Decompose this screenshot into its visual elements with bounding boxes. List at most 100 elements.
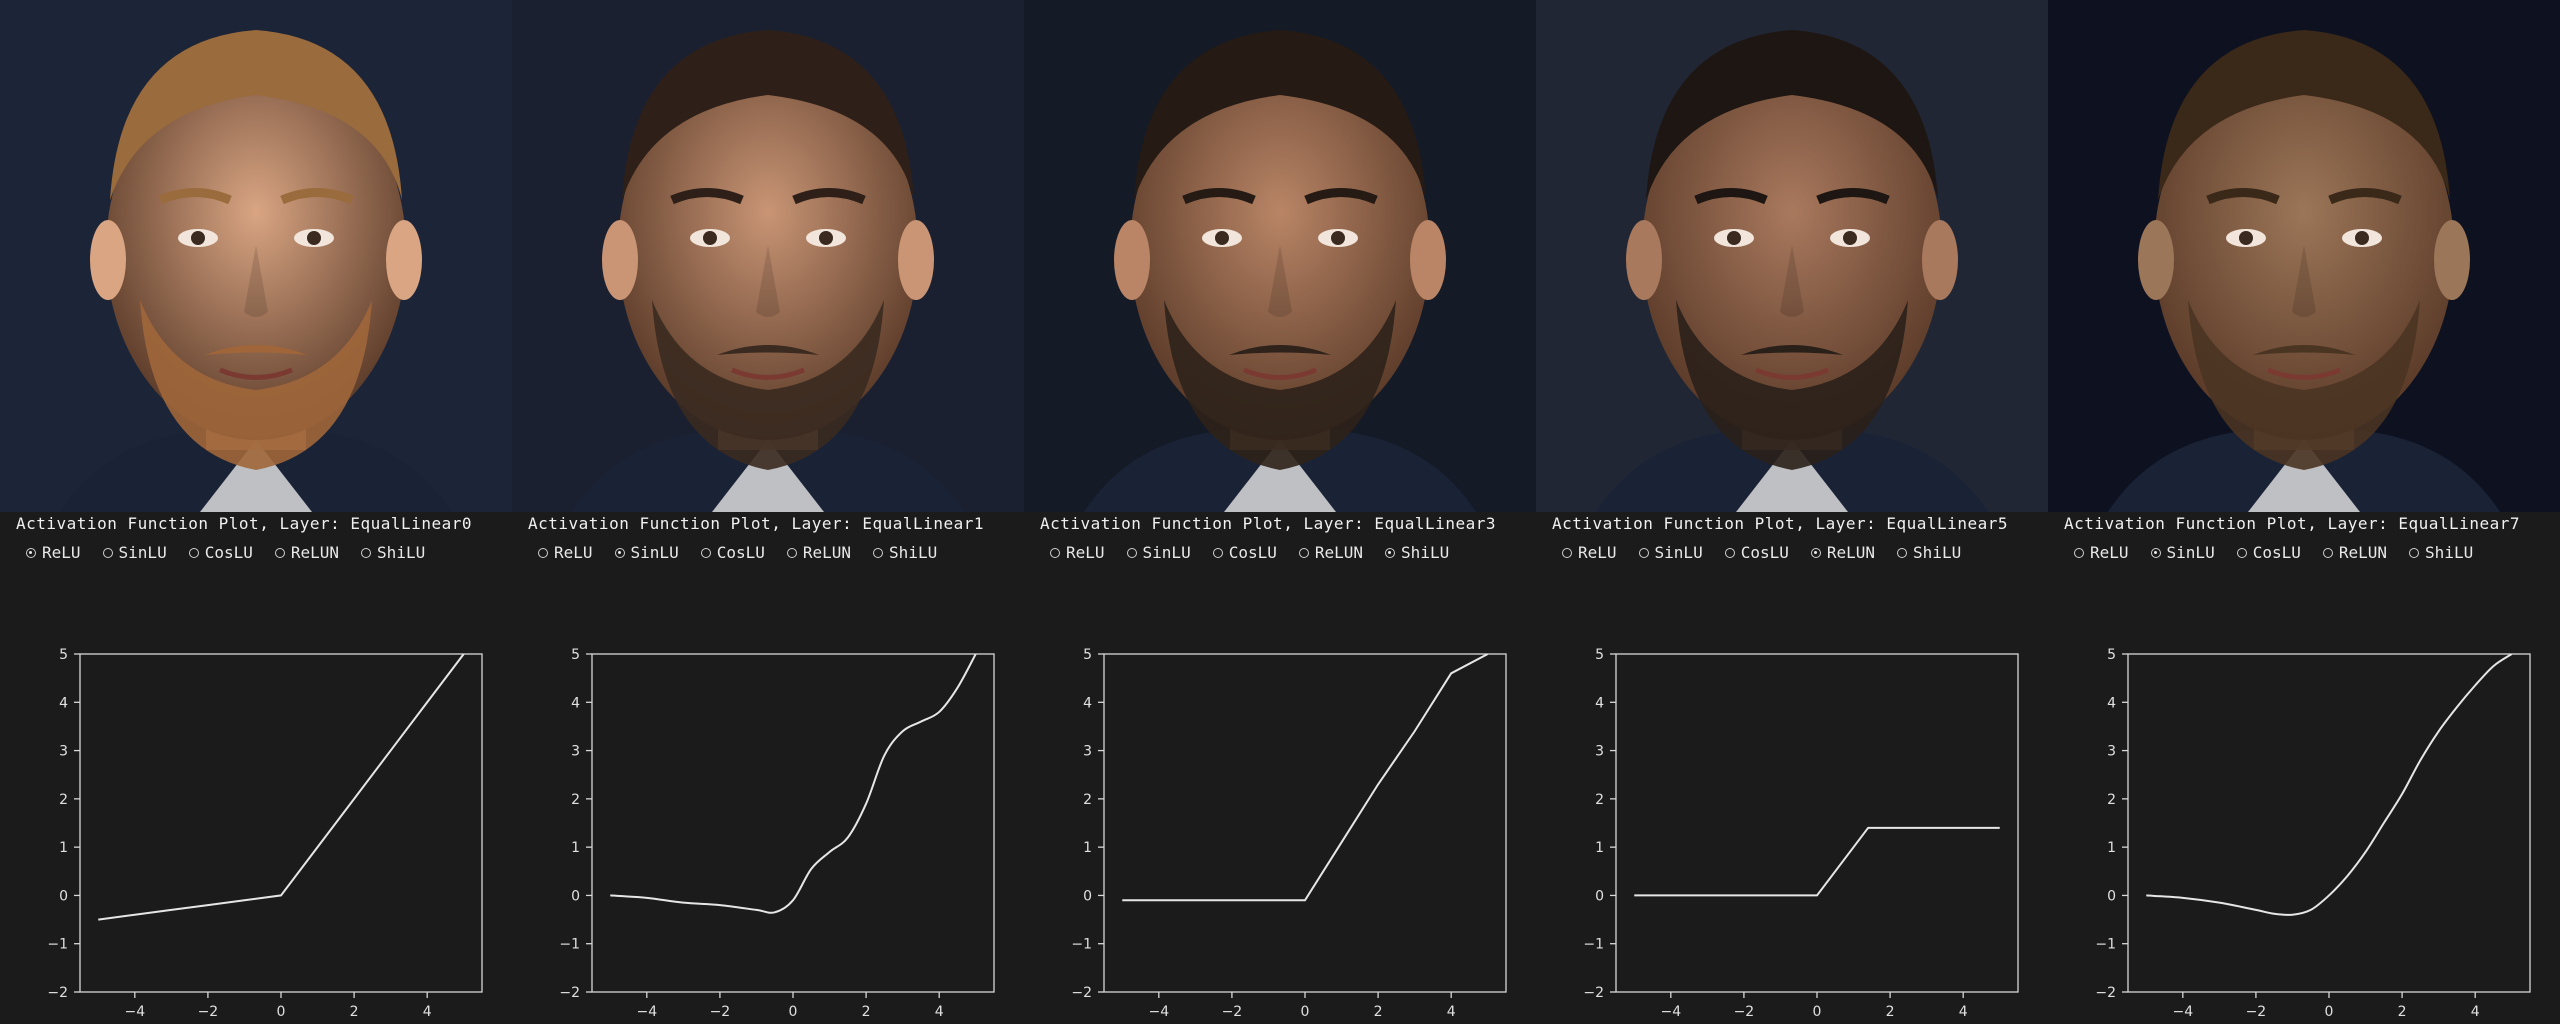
plot-title: Activation Function Plot, Layer: EqualLi… — [16, 514, 472, 533]
radio-button-icon[interactable] — [538, 547, 548, 558]
activation-plot: −4 −2 0 2 4 −2 −1 0 1 2 3 4 5 — [47, 647, 483, 1020]
radio-button-icon[interactable] — [26, 547, 36, 558]
radio-coslu[interactable]: CosLU — [1212, 543, 1277, 562]
x-tick-label: −4 — [1660, 1004, 1681, 1020]
radio-label: SinLU — [2166, 543, 2215, 562]
radio-label: ShiLU — [1401, 543, 1450, 562]
y-tick-label: 2 — [571, 792, 580, 808]
y-tick-label: −1 — [1071, 937, 1092, 953]
x-tick-label: 2 — [862, 1004, 871, 1020]
activation-radio-group: ReLU SinLU CosLU ReLUN ShiLU — [1050, 543, 1471, 562]
activation-radio-group: ReLU SinLU CosLU ReLUN ShiLU — [538, 543, 959, 562]
radio-relun[interactable]: ReLUN — [274, 543, 339, 562]
layer-panel-3: Activation Function Plot, Layer: EqualLi… — [1536, 0, 2048, 1024]
radio-relun[interactable]: ReLUN — [786, 543, 851, 562]
radio-button-icon[interactable] — [1724, 547, 1735, 558]
radio-label: ShiLU — [1913, 543, 1962, 562]
radio-button-icon[interactable] — [2322, 547, 2333, 558]
radio-label: ReLU — [42, 543, 81, 562]
radio-button-icon[interactable] — [361, 547, 372, 558]
radio-button-icon[interactable] — [188, 547, 199, 558]
activation-curve — [610, 654, 977, 914]
y-tick-label: −2 — [1583, 985, 1604, 1001]
radio-label: CosLU — [716, 543, 765, 562]
x-tick-label: 0 — [1813, 1004, 1822, 1020]
radio-shilu[interactable]: ShiLU — [1385, 543, 1449, 562]
plot-title: Activation Function Plot, Layer: EqualLi… — [1552, 514, 2008, 533]
radio-label: CosLU — [204, 543, 253, 562]
radio-button-icon[interactable] — [1298, 547, 1309, 558]
radio-button-icon[interactable] — [2150, 547, 2161, 558]
radio-coslu[interactable]: CosLU — [700, 543, 765, 562]
generated-face-image — [1024, 0, 1536, 512]
radio-sinlu[interactable]: SinLU — [614, 543, 679, 562]
radio-relu[interactable]: ReLU — [2074, 543, 2129, 562]
plot-frame — [2127, 653, 2531, 993]
radio-sinlu[interactable]: SinLU — [2150, 543, 2215, 562]
radio-coslu[interactable]: CosLU — [1724, 543, 1789, 562]
radio-button-icon[interactable] — [1562, 547, 1572, 558]
y-tick-label: 5 — [1595, 647, 1604, 663]
radio-shilu[interactable]: ShiLU — [2409, 543, 2473, 562]
radio-coslu[interactable]: CosLU — [188, 543, 253, 562]
x-tick-label: 4 — [1447, 1004, 1456, 1020]
radio-relu[interactable]: ReLU — [1050, 543, 1105, 562]
radio-button-icon[interactable] — [873, 547, 884, 558]
radio-button-icon[interactable] — [1897, 547, 1908, 558]
radio-shilu[interactable]: ShiLU — [873, 543, 937, 562]
activation-plot: −4 −2 0 2 4 −2 −1 0 1 2 3 4 5 — [559, 647, 995, 1020]
radio-button-icon[interactable] — [614, 547, 625, 558]
generated-face-image — [0, 0, 512, 512]
y-tick-label: 5 — [2107, 647, 2116, 663]
radio-label: SinLU — [118, 543, 167, 562]
radio-button-icon[interactable] — [2074, 547, 2084, 558]
x-tick-label: −4 — [2172, 1004, 2193, 1020]
radio-button-icon[interactable] — [2236, 547, 2247, 558]
radio-relu[interactable]: ReLU — [538, 543, 593, 562]
y-tick-label: −2 — [1071, 985, 1092, 1001]
radio-label: ShiLU — [2425, 543, 2474, 562]
radio-relun[interactable]: ReLUN — [1810, 543, 1875, 562]
radio-coslu[interactable]: CosLU — [2236, 543, 2301, 562]
plot-title: Activation Function Plot, Layer: EqualLi… — [2064, 514, 2520, 533]
radio-button-icon[interactable] — [1212, 547, 1223, 558]
radio-button-icon[interactable] — [274, 547, 285, 558]
radio-relu[interactable]: ReLU — [26, 543, 81, 562]
radio-button-icon[interactable] — [786, 547, 797, 558]
x-tick-label: 0 — [2325, 1004, 2334, 1020]
activation-plot: −4 −2 0 2 4 −2 −1 0 1 2 3 4 5 — [1583, 647, 2019, 1020]
plot-title: Activation Function Plot, Layer: EqualLi… — [1040, 514, 1496, 533]
radio-sinlu[interactable]: SinLU — [1126, 543, 1191, 562]
radio-shilu[interactable]: ShiLU — [361, 543, 425, 562]
activation-radio-group: ReLU SinLU CosLU ReLUN ShiLU — [26, 543, 447, 562]
radio-sinlu[interactable]: SinLU — [102, 543, 167, 562]
radio-button-icon[interactable] — [700, 547, 711, 558]
face-portrait — [1024, 0, 1536, 512]
layer-panel-2: Activation Function Plot, Layer: EqualLi… — [1024, 0, 1536, 1024]
radio-sinlu[interactable]: SinLU — [1638, 543, 1703, 562]
activation-plot: −4 −2 0 2 4 −2 −1 0 1 2 3 4 5 — [1071, 647, 1507, 1020]
radio-button-icon[interactable] — [2409, 547, 2420, 558]
radio-button-icon[interactable] — [1126, 547, 1137, 558]
y-tick-label: 5 — [571, 647, 580, 663]
y-tick-label: 2 — [1083, 792, 1092, 808]
activation-radio-group: ReLU SinLU CosLU ReLUN ShiLU — [2074, 543, 2495, 562]
radio-label: CosLU — [2252, 543, 2301, 562]
radio-shilu[interactable]: ShiLU — [1897, 543, 1961, 562]
x-tick-label: −4 — [636, 1004, 657, 1020]
radio-button-icon[interactable] — [102, 547, 113, 558]
radio-button-icon[interactable] — [1638, 547, 1649, 558]
y-tick-label: −1 — [559, 937, 580, 953]
radio-button-icon[interactable] — [1050, 547, 1060, 558]
radio-relu[interactable]: ReLU — [1562, 543, 1617, 562]
y-tick-label: 4 — [571, 695, 580, 711]
radio-relun[interactable]: ReLUN — [1298, 543, 1363, 562]
radio-button-icon[interactable] — [1810, 547, 1821, 558]
y-tick-label: 2 — [1595, 792, 1604, 808]
x-tick-label: 2 — [1374, 1004, 1383, 1020]
x-tick-label: 2 — [2398, 1004, 2407, 1020]
x-tick-label: 0 — [1301, 1004, 1310, 1020]
radio-relun[interactable]: ReLUN — [2322, 543, 2387, 562]
radio-button-icon[interactable] — [1385, 547, 1396, 558]
activation-radio-group: ReLU SinLU CosLU ReLUN ShiLU — [1562, 543, 1983, 562]
